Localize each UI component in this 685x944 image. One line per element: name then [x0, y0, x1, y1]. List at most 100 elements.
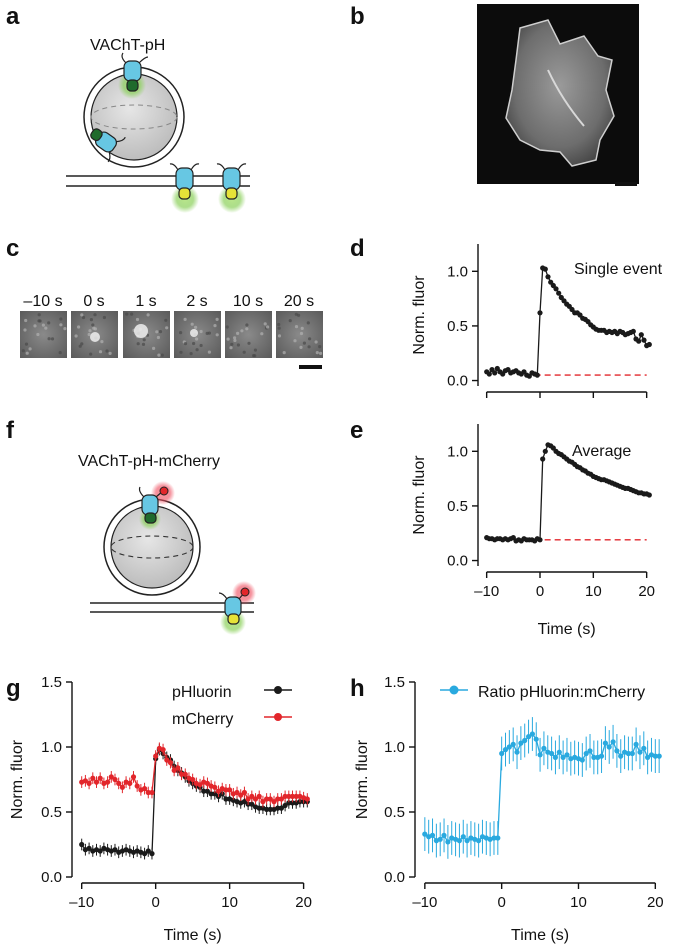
data-point [134, 783, 140, 789]
x-tick-label: 20 [647, 894, 664, 911]
data-point [606, 744, 612, 750]
data-point [293, 793, 299, 800]
panel-c: c –10 s 0 s 1 s 2 s 10 s 20 s [6, 235, 323, 369]
data-point [533, 736, 539, 742]
data-point [212, 784, 218, 790]
panel-f: f VAChT-pH-mCherry [6, 417, 256, 635]
data-point [234, 789, 240, 796]
frame-image [71, 311, 118, 358]
data-point [510, 741, 516, 748]
frame-label: –10 s [23, 293, 62, 310]
data-point [212, 791, 218, 797]
legend-phluorin: pHluorin [172, 684, 232, 701]
data-point [537, 752, 543, 758]
data-point [460, 834, 466, 840]
data-point [112, 776, 118, 783]
data-point [204, 780, 210, 787]
x-axis-label: Time (s) [511, 927, 569, 944]
data-point [486, 371, 492, 377]
data-point [449, 835, 455, 841]
y-axis-label: Norm. fluor [9, 739, 26, 819]
x-tick-label: 10 [585, 583, 602, 600]
frame-image [123, 311, 170, 358]
x-tick-label: 20 [295, 894, 312, 911]
data-point [537, 537, 543, 543]
data-point [190, 776, 196, 783]
data-point [119, 784, 125, 790]
x-tick-label: 0 [536, 583, 544, 600]
y-tick-label: 0.5 [447, 498, 468, 515]
legend-mcherry: mCherry [172, 711, 233, 728]
y-tick-label: 1.5 [384, 674, 405, 691]
x-axis-label: Time (s) [538, 621, 596, 638]
data-point [422, 831, 428, 837]
frame-image [276, 311, 323, 358]
data-point [264, 796, 270, 802]
panel-h: h Ratio pHluorin:mCherry 0.0 0.5 1.0 1.5 –10… [350, 674, 664, 944]
data-point [175, 765, 181, 771]
data-point [636, 338, 642, 344]
data-point [278, 796, 284, 802]
data-point [108, 774, 114, 780]
data-point [656, 753, 662, 759]
data-point [545, 274, 551, 280]
annotation-single-event: Single event [574, 261, 663, 278]
data-point [167, 760, 174, 766]
vacht-protein [123, 60, 142, 82]
frame-strip: –10 s 0 s 1 s 2 s 10 s 20 s [20, 293, 323, 358]
series-line [81, 747, 308, 803]
data-point [529, 731, 536, 737]
data-point [286, 793, 292, 800]
y-tick-label: 0.5 [447, 318, 468, 335]
data-point [97, 775, 103, 781]
panel-label-a: a [6, 3, 20, 30]
y-tick-label: 1.0 [447, 263, 468, 280]
data-point [112, 847, 118, 853]
y-axis-label: Norm. fluor [354, 739, 371, 819]
chart-average: Average 0.0 0.5 1.0 –10 0 10 20 Time (s) Norm. f… [411, 424, 655, 638]
data-point [610, 739, 616, 745]
data-point [215, 788, 222, 794]
data-point [286, 800, 292, 806]
y-tick-label: 0.5 [41, 804, 62, 821]
data-point [549, 750, 555, 757]
data-point [149, 789, 155, 796]
data-point [464, 838, 470, 844]
data-point [271, 799, 277, 805]
data-point [267, 796, 273, 802]
panel-d: d Single event 0.0 0.5 1.0 Norm. fluor [350, 235, 663, 398]
data-point [79, 841, 85, 848]
data-point [646, 341, 652, 348]
data-point [164, 757, 170, 763]
data-point [97, 848, 103, 854]
data-point [179, 771, 185, 777]
data-point [637, 749, 643, 755]
frame-label: 10 s [233, 293, 263, 310]
data-point [540, 456, 546, 462]
data-point [142, 786, 148, 792]
data-point [641, 337, 647, 343]
data-point [537, 310, 543, 316]
y-tick-label: 1.0 [384, 739, 405, 756]
data-point [90, 775, 96, 781]
data-point [618, 753, 624, 759]
data-point [204, 788, 210, 794]
x-tick-label: 10 [570, 894, 587, 911]
y-tick-label: 1.0 [41, 739, 62, 756]
data-point [182, 771, 188, 777]
legend-marker [274, 686, 282, 694]
data-point [275, 796, 281, 802]
data-point [256, 805, 262, 811]
data-point [241, 799, 247, 805]
panel-a: a VAChT-pH [6, 3, 250, 213]
data-point [130, 774, 137, 780]
data-point [556, 290, 562, 296]
data-point [249, 793, 255, 800]
data-point [614, 748, 620, 754]
data-point [441, 832, 447, 839]
data-point [560, 754, 566, 761]
data-point [249, 801, 255, 807]
data-point [145, 789, 151, 796]
data-point [587, 748, 593, 754]
data-point [289, 800, 296, 806]
